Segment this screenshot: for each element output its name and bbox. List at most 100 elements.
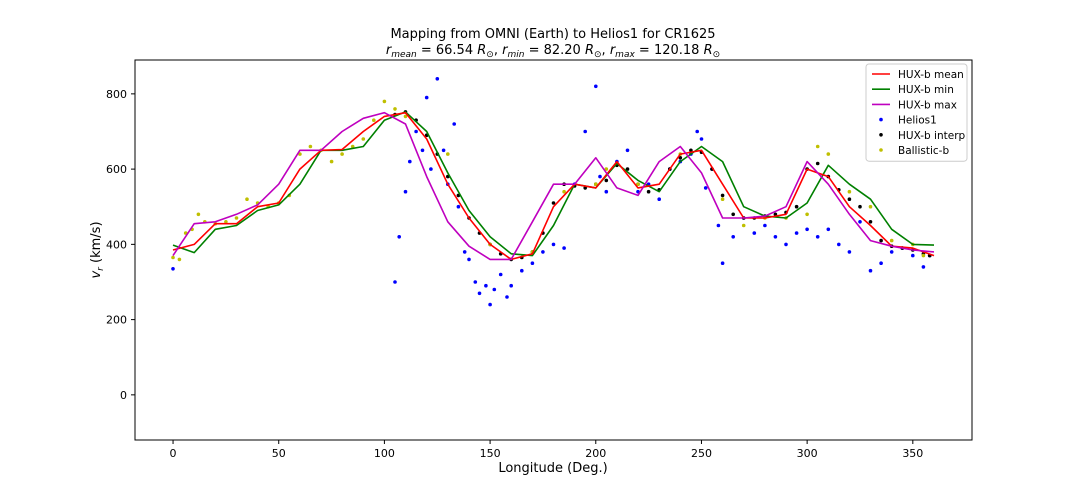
point-hux-b-interp — [794, 204, 799, 209]
point-helios1 — [794, 231, 799, 235]
point-helios1 — [815, 235, 820, 239]
axes-frame — [134, 59, 973, 441]
legend-box — [865, 63, 968, 162]
legend-label: HUX-b min — [898, 84, 954, 96]
point-ballistic-b — [224, 220, 228, 224]
point-helios1 — [551, 242, 556, 247]
point-ballistic-b — [234, 216, 239, 220]
subtitle-symbol: r — [386, 43, 393, 58]
point-hux-b-interp — [720, 193, 725, 198]
x-tick-label: 300 — [797, 447, 818, 460]
point-helios1 — [424, 95, 429, 100]
point-helios1 — [911, 253, 915, 258]
x-tick-label: 350 — [902, 447, 923, 460]
y-axis-title-symbol: v — [89, 271, 104, 279]
y-tick-label: 800 — [106, 88, 127, 101]
x-tick-label: 200 — [585, 447, 606, 460]
point-helios1 — [657, 197, 661, 201]
point-ballistic-b — [403, 114, 408, 119]
x-tick-label: 0 — [170, 447, 177, 460]
point-ballistic-b — [446, 152, 450, 156]
legend-swatch — [879, 133, 883, 137]
point-ballistic-b — [361, 137, 366, 141]
x-tick-label: 150 — [480, 447, 501, 460]
legend-item-ballistic-b: Ballistic-b — [879, 145, 949, 157]
legend-item-helios1: Helios1 — [879, 115, 937, 127]
point-ballistic-b — [245, 197, 249, 201]
point-helios1 — [773, 235, 778, 239]
subtitle-text: = 120.18 — [635, 43, 704, 58]
subtitle-symbol: r — [502, 43, 509, 58]
point-helios1 — [473, 280, 478, 284]
legend-label: HUX-b interp — [898, 130, 966, 142]
x-tick-label: 100 — [374, 447, 395, 460]
point-ballistic-b — [340, 152, 344, 156]
point-helios1 — [488, 302, 492, 307]
subtitle-subscript: ⊙ — [486, 50, 494, 60]
point-helios1 — [594, 84, 598, 89]
legend-label: Ballistic-b — [898, 145, 949, 157]
point-ballistic-b — [826, 152, 831, 156]
point-hux-b-interp — [678, 156, 683, 160]
point-helios1 — [484, 283, 488, 288]
legend-label: HUX-b mean — [898, 69, 964, 81]
point-helios1 — [541, 250, 545, 254]
subtitle-text: , — [602, 43, 610, 58]
x-tick-label: 50 — [272, 447, 286, 460]
point-hux-b-interp — [815, 161, 820, 166]
point-helios1 — [598, 174, 602, 179]
legend-label: Helios1 — [898, 115, 937, 127]
point-helios1 — [429, 167, 433, 171]
point-helios1 — [699, 137, 704, 141]
subtitle-symbol: R — [704, 43, 713, 58]
point-helios1 — [397, 235, 402, 239]
point-helios1 — [879, 261, 883, 266]
point-hux-b-interp — [646, 189, 651, 194]
point-helios1 — [716, 223, 721, 228]
legend-item-hux-b-mean: HUX-b mean — [872, 69, 964, 81]
point-helios1 — [847, 250, 852, 254]
chart-subtitle: rmean = 66.54 R⊙, rmin = 82.20 R⊙, rmax … — [386, 43, 720, 60]
subtitle-subscript: ⊙ — [594, 50, 602, 60]
point-helios1 — [763, 223, 767, 228]
x-axis-title: Longitude (Deg.) — [498, 461, 607, 476]
point-ballistic-b — [921, 253, 926, 258]
subtitle-text: = 66.54 — [417, 43, 478, 58]
point-ballistic-b — [604, 167, 609, 171]
point-ballistic-b — [171, 255, 175, 260]
point-helios1 — [403, 189, 408, 194]
y-axis-title-subscript: r — [96, 266, 106, 271]
point-helios1 — [731, 235, 735, 239]
point-helios1 — [456, 204, 461, 209]
series-layer — [171, 77, 935, 307]
subtitle-subscript: min — [507, 50, 524, 60]
point-helios1 — [452, 122, 457, 126]
point-ballistic-b — [815, 144, 820, 149]
point-ballistic-b — [350, 144, 355, 149]
point-helios1 — [858, 220, 862, 224]
legend-item-hux-b-min: HUX-b min — [872, 84, 954, 96]
subtitle-text: = 82.20 — [524, 43, 585, 58]
subtitle-symbol: R — [477, 43, 486, 58]
point-helios1 — [625, 148, 630, 153]
point-helios1 — [695, 129, 699, 134]
point-helios1 — [467, 257, 471, 262]
x-axis: 0 50 100 150 200 250 300 350 — [170, 440, 923, 460]
y-tick-label: 0 — [120, 389, 127, 402]
point-ballistic-b — [562, 189, 566, 194]
point-ballistic-b — [393, 107, 397, 111]
point-helios1 — [441, 148, 446, 153]
subtitle-text: , — [494, 43, 502, 58]
point-helios1 — [889, 250, 894, 254]
point-ballistic-b — [177, 257, 182, 262]
y-axis: 0 200 400 600 800 — [106, 88, 135, 402]
y-tick-label: 600 — [106, 163, 127, 176]
point-helios1 — [492, 287, 497, 292]
point-helios1 — [837, 242, 841, 247]
point-helios1 — [393, 280, 397, 284]
point-hux-b-interp — [731, 212, 735, 217]
legend-label: HUX-b max — [898, 99, 957, 111]
point-helios1 — [520, 268, 524, 273]
point-helios1 — [498, 272, 503, 277]
chart-title: Mapping from OMNI (Earth) to Helios1 for… — [390, 27, 715, 42]
